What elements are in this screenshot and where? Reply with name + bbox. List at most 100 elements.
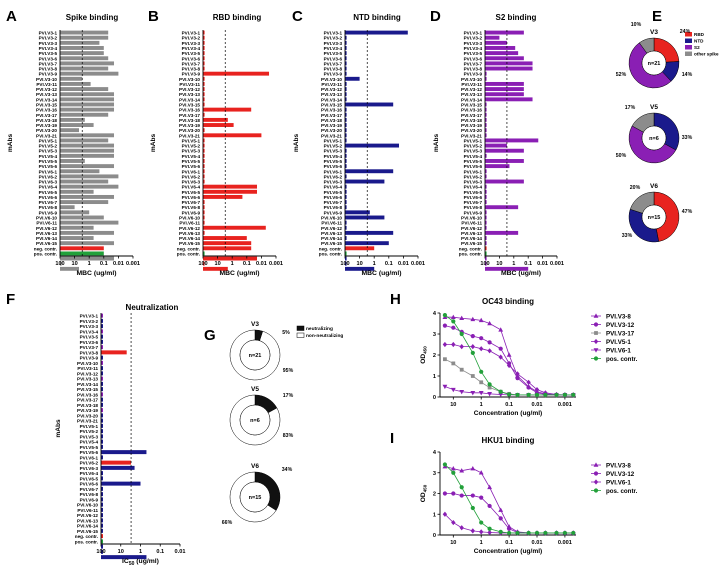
row-label: PVI.V3-6: [464, 56, 483, 61]
legend-label: S2: [694, 45, 700, 50]
data-point: [526, 392, 531, 397]
mab-bar: [345, 169, 394, 174]
panel-title: OC43 binding: [482, 297, 534, 306]
mab-bar: [101, 513, 103, 518]
mab-bar: [485, 215, 487, 220]
y-tick-label: 3: [433, 332, 436, 338]
data-point: [534, 392, 540, 397]
y-axis-label: OD450: [420, 484, 428, 502]
y-axis-label: mAbs: [55, 419, 62, 438]
row-label: neg. contr.: [319, 246, 342, 251]
row-label: PVI.V6-13: [77, 518, 98, 523]
mab-bar: [101, 334, 103, 339]
row-label: PVI.V3-19: [77, 408, 98, 413]
data-point: [554, 530, 559, 536]
x-tick-label: 10: [450, 402, 456, 408]
mab-bar: [203, 215, 205, 220]
mab-bar: [345, 215, 385, 220]
mab-bar: [60, 153, 115, 158]
row-label: PVI.V6-9: [182, 210, 201, 215]
mab-bar: [345, 30, 408, 35]
mab-bar: [485, 205, 519, 210]
row-label: neg. contr.: [34, 246, 57, 251]
row-label: PVI.V6-12: [77, 513, 98, 518]
row-label: PVI.V6-12: [461, 226, 482, 231]
data-point: [442, 462, 448, 467]
row-label: pos. contr.: [319, 251, 342, 256]
row-label: PVI.V6-8: [464, 205, 483, 210]
x-tick-label: 0.01: [113, 261, 124, 267]
neg-control-bar: [485, 246, 487, 251]
row-label: PVI.V3-21: [461, 133, 482, 138]
panel-letter: C: [292, 8, 303, 25]
series-pvi-v3-8: [442, 314, 576, 397]
mab-bar: [485, 189, 487, 194]
data-point: [526, 379, 531, 385]
row-label: neg. contr.: [459, 246, 482, 251]
mab-bar: [345, 205, 347, 210]
row-label: PVI.V6-8: [324, 205, 343, 210]
mab-bar: [203, 225, 266, 230]
mab-bar: [345, 148, 347, 153]
row-label: PVI.V3-5: [80, 335, 99, 340]
data-point: [487, 348, 492, 354]
mab-bar: [345, 117, 347, 122]
row-label: PVI.V6-5: [80, 476, 99, 481]
mab-bar: [101, 544, 103, 549]
x-tick-label: 0.1: [505, 540, 513, 546]
data-point: [515, 392, 520, 397]
row-label: PVI.V3-9: [324, 72, 343, 77]
data-point: [478, 391, 484, 396]
row-label: PVI.V3-12: [179, 87, 200, 92]
row-label: PVI.V6-9: [324, 210, 343, 215]
data-point: [534, 387, 540, 393]
donut-hole: [239, 481, 271, 513]
series-pos-contr-: [442, 313, 576, 397]
x-axis-label: MBC (ug/ml): [76, 270, 116, 277]
data-point: [470, 316, 476, 322]
mab-bar: [345, 107, 347, 112]
x-tick-label: 0.001: [126, 261, 140, 267]
legend-swatch: [296, 332, 305, 338]
mab-bar: [203, 266, 228, 271]
row-label: PVI.V3-12: [77, 371, 98, 376]
row-label: PVI.V3-5: [464, 51, 483, 56]
mab-bar: [60, 92, 115, 97]
row-label: PVI.V3-18: [179, 118, 200, 123]
row-label: PVI.V3-14: [179, 97, 200, 102]
mab-bar: [485, 225, 487, 230]
x-tick-label: 0.001: [558, 402, 572, 408]
data-point: [487, 320, 493, 326]
mab-bar: [60, 210, 90, 215]
mab-bar: [345, 266, 375, 271]
data-point: [526, 385, 531, 390]
row-label: PVI.V3-10: [321, 77, 342, 82]
slice-percent-label: 5%: [282, 330, 290, 336]
mab-bar: [345, 51, 347, 56]
legend-label: NTD: [694, 39, 704, 44]
row-label: PVI.V3-15: [461, 102, 482, 107]
x-tick-label: 0.1: [505, 402, 513, 408]
mab-bar: [203, 205, 205, 210]
data-point: [451, 341, 456, 348]
donut-title: V5: [251, 386, 259, 393]
x-axis-label: MBC (ug/ml): [361, 270, 401, 277]
mab-bar: [345, 261, 347, 266]
row-label: PVI.V6-5: [39, 190, 58, 195]
mab-bar: [485, 61, 533, 66]
legend-label: other spike: [694, 52, 719, 57]
row-label: PVI.V3-3: [464, 41, 483, 46]
x-axis-label: IC50 (ug/ml): [122, 558, 159, 565]
data-point: [562, 392, 567, 397]
x-tick-label: 0.001: [411, 261, 425, 267]
row-label: PVI.V6-15: [461, 241, 482, 246]
data-point: [498, 392, 504, 398]
row-label: PVI.V3-18: [77, 403, 98, 408]
x-tick-label: 100: [55, 261, 64, 267]
mab-bar: [345, 184, 347, 189]
data-point: [543, 530, 548, 536]
mab-bar: [485, 40, 507, 45]
row-label: PVI.V3-8: [182, 67, 201, 72]
mab-bar: [345, 56, 347, 61]
